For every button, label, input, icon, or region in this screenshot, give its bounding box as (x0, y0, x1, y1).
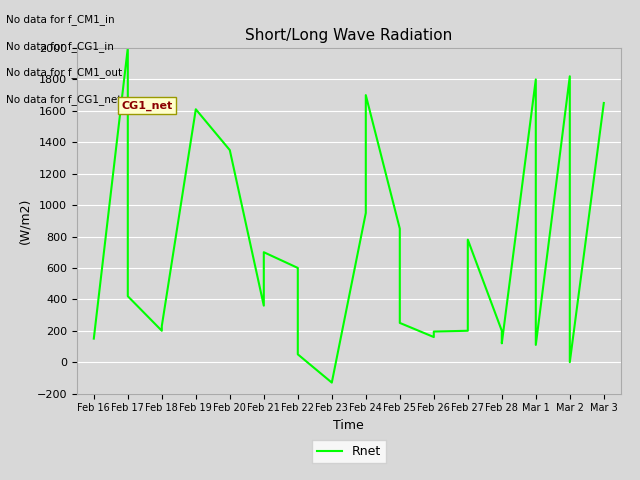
Title: Short/Long Wave Radiation: Short/Long Wave Radiation (245, 28, 452, 43)
Legend: Rnet: Rnet (312, 440, 386, 463)
Rnet (396, 226, 404, 231)
Rnet (362, 92, 370, 98)
Rnet (566, 360, 573, 365)
Rnet (430, 329, 438, 335)
Rnet (532, 76, 540, 82)
Text: No data for f_CG1_in: No data for f_CG1_in (6, 41, 115, 52)
Rnet (498, 328, 506, 334)
Rnet (158, 328, 166, 334)
Rnet (158, 323, 166, 329)
Rnet (192, 107, 200, 112)
Line: Rnet: Rnet (94, 48, 604, 383)
Text: CG1_net: CG1_net (122, 101, 173, 111)
Rnet (124, 293, 132, 299)
Rnet (464, 328, 472, 334)
Rnet (396, 320, 404, 326)
Rnet (294, 265, 301, 271)
Rnet (260, 249, 268, 255)
Text: No data for f_CM1_out: No data for f_CM1_out (6, 67, 122, 78)
X-axis label: Time: Time (333, 419, 364, 432)
Rnet (362, 210, 370, 216)
Rnet (430, 334, 438, 340)
Rnet (124, 45, 132, 51)
Rnet (226, 147, 234, 153)
Rnet (294, 351, 301, 357)
Text: No data for f_CM1_in: No data for f_CM1_in (6, 14, 115, 25)
Y-axis label: (W/m2): (W/m2) (18, 198, 31, 244)
Rnet (328, 380, 335, 385)
Rnet (532, 342, 540, 348)
Rnet (90, 336, 98, 341)
Rnet (260, 303, 268, 309)
Text: No data for f_CG1_net: No data for f_CG1_net (6, 94, 122, 105)
Rnet (498, 340, 506, 346)
Rnet (600, 100, 607, 106)
Rnet (464, 237, 472, 242)
Rnet (566, 73, 573, 79)
